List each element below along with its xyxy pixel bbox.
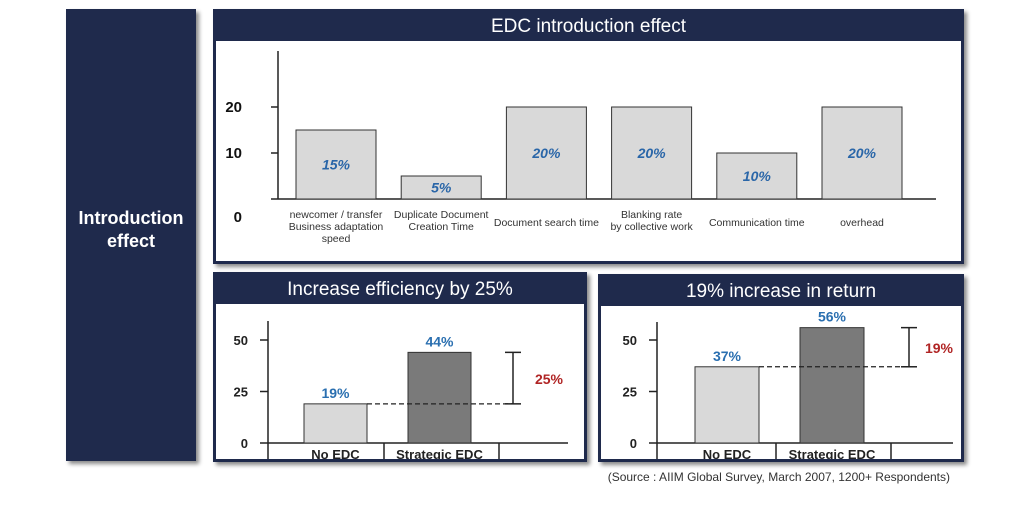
category-label: Strategic EDC <box>789 447 876 459</box>
data-label: 20% <box>637 145 667 161</box>
y-tick-label: 50 <box>234 333 248 348</box>
difference-label: 19% <box>925 340 954 356</box>
bar <box>407 351 472 444</box>
category-label: Document search time <box>494 217 599 229</box>
bar <box>303 403 368 444</box>
category-label: Strategic EDC <box>396 447 483 459</box>
return-title: 19% increase in return <box>601 277 961 306</box>
bar <box>821 106 903 200</box>
data-label: 15% <box>322 157 351 173</box>
category-label: speed <box>322 233 351 245</box>
category-label: Duplicate Document <box>394 209 489 221</box>
data-label: 20% <box>847 145 877 161</box>
bar <box>611 106 693 200</box>
y-tick-label: 10 <box>225 145 242 162</box>
bar <box>799 327 865 444</box>
y-tick-label: 50 <box>623 333 637 348</box>
y-tick-label: 0 <box>234 209 242 226</box>
category-label: overhead <box>840 217 884 229</box>
efficiency-panel: Increase efficiency by 25% 0 25 50 19% No ED… <box>213 272 587 462</box>
data-label: 44% <box>425 333 454 349</box>
data-label: 5% <box>431 180 452 196</box>
category-label: Blanking rate <box>621 209 682 221</box>
category-label: newcomer / transfer <box>290 209 383 221</box>
bar <box>694 366 760 444</box>
category-label: by collective work <box>610 221 693 233</box>
category-label: Communication time <box>709 217 805 229</box>
source-note: (Source : AIIM Global Survey, March 2007… <box>607 470 950 484</box>
data-label: 20% <box>531 145 561 161</box>
return-panel: 19% increase in return 0 25 50 37% No EDC 56%… <box>598 274 964 462</box>
introduction-effect-sidebar: Introduction effect <box>66 9 196 461</box>
bar <box>295 129 377 200</box>
y-tick-label: 25 <box>623 385 637 400</box>
bar <box>716 152 798 200</box>
difference-label: 25% <box>535 371 564 387</box>
bar <box>505 106 587 200</box>
y-tick-label: 0 <box>241 436 248 451</box>
bar <box>400 175 482 200</box>
edc-effect-panel: EDC introduction effect 0 10 20 15% newcomer… <box>213 9 964 264</box>
data-label: 37% <box>713 348 742 364</box>
data-label: 10% <box>743 168 772 184</box>
y-tick-label: 0 <box>630 436 637 451</box>
category-label: No EDC <box>703 447 752 459</box>
edc-effect-title: EDC introduction effect <box>216 12 961 41</box>
efficiency-title: Increase efficiency by 25% <box>216 275 584 304</box>
category-label: No EDC <box>311 447 360 459</box>
category-label: Business adaptation <box>289 221 384 233</box>
data-label: 56% <box>818 309 847 325</box>
y-tick-label: 25 <box>234 385 248 400</box>
return-chart: 0 25 50 37% No EDC 56% Strategic EDC 19% <box>623 309 954 459</box>
data-label: 19% <box>321 385 350 401</box>
category-label: Creation Time <box>409 221 475 233</box>
y-tick-label: 20 <box>225 99 242 116</box>
sidebar-label: Introduction effect <box>78 208 184 251</box>
efficiency-chart: 0 25 50 19% No EDC 44% Strategic EDC 25% <box>234 321 568 459</box>
